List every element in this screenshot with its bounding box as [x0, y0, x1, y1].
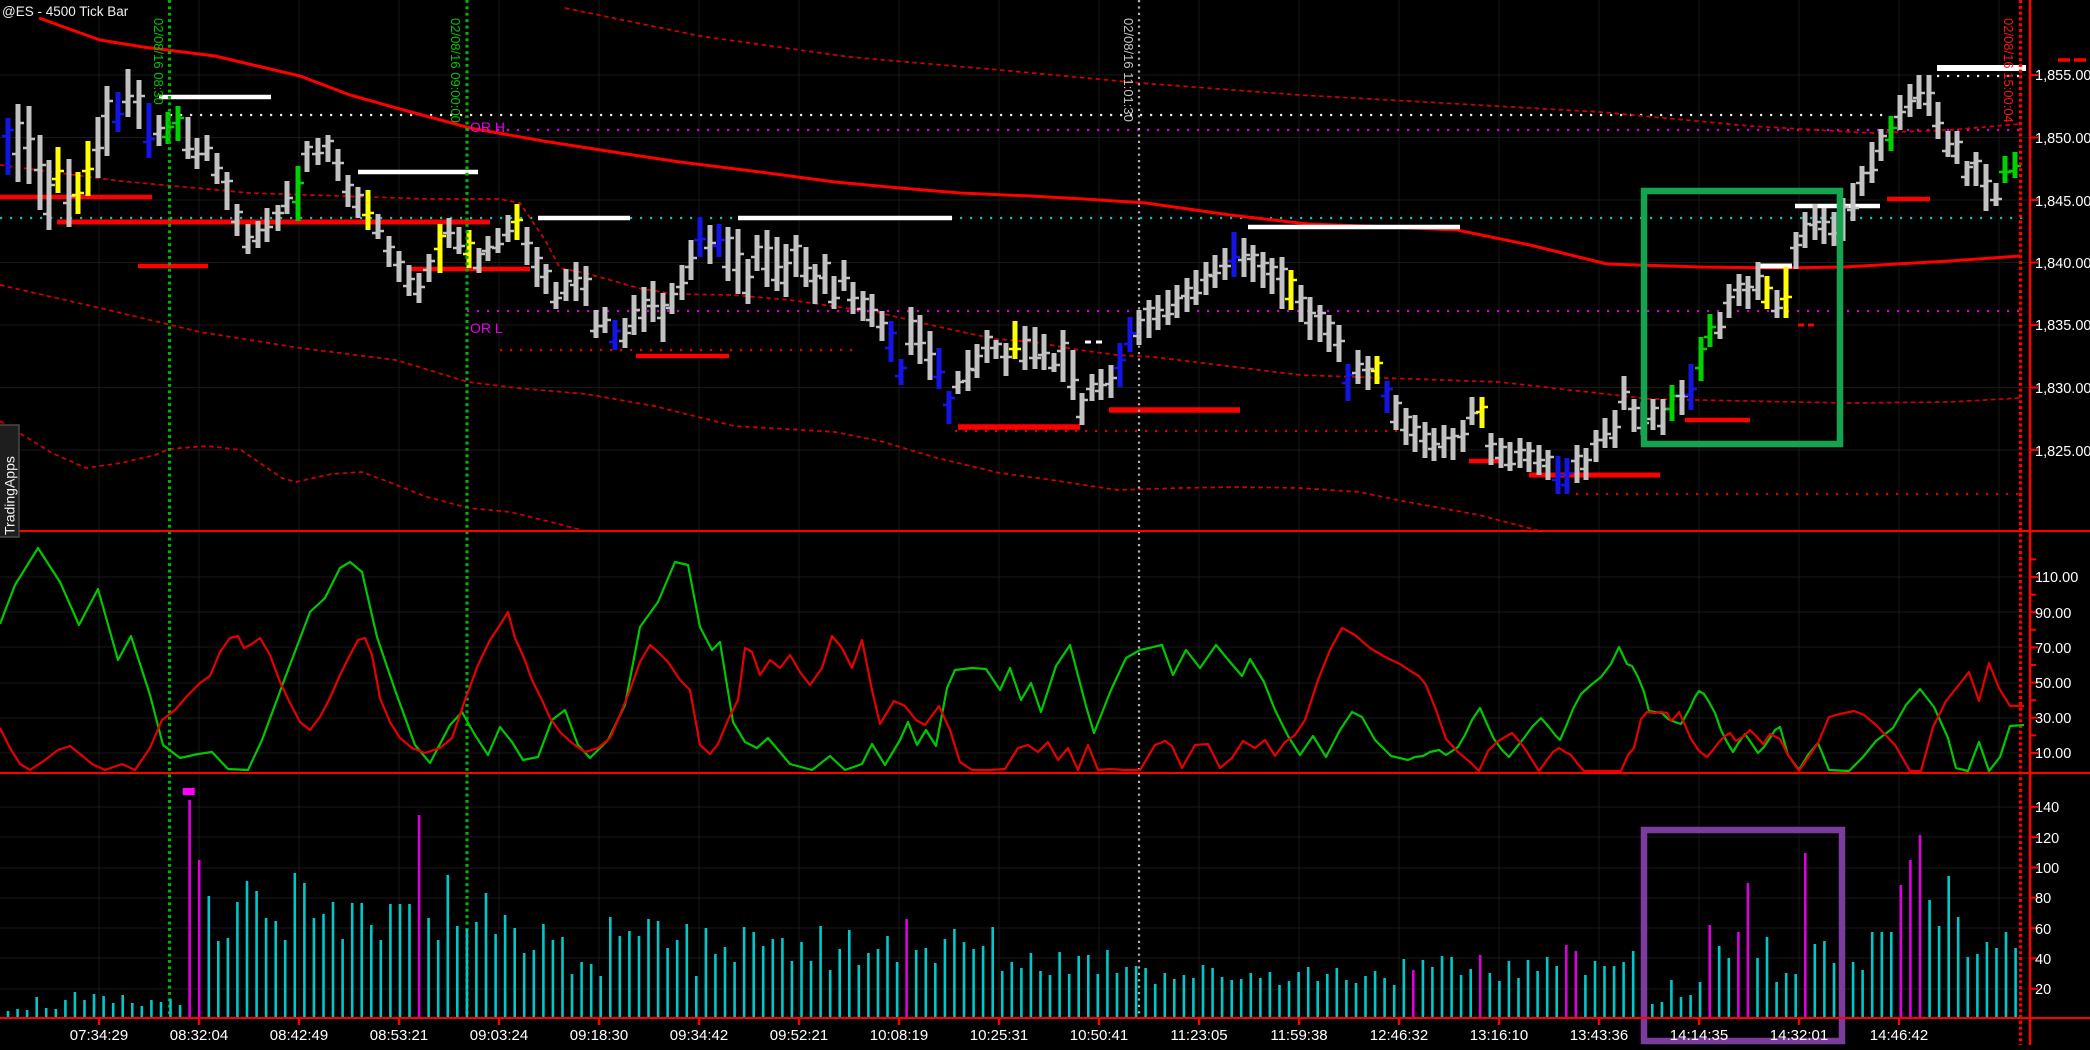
- svg-text:08:42:49: 08:42:49: [270, 1027, 328, 1044]
- svg-text:1,855.00: 1,855.00: [2035, 68, 2090, 84]
- svg-text:10:08:19: 10:08:19: [870, 1027, 928, 1044]
- svg-text:1,825.00: 1,825.00: [2035, 444, 2090, 460]
- svg-text:10.00: 10.00: [2035, 746, 2071, 762]
- svg-text:100: 100: [2035, 861, 2059, 877]
- svg-text:TradingApps: TradingApps: [2, 456, 18, 535]
- svg-text:09:03:24: 09:03:24: [470, 1027, 528, 1044]
- svg-text:14:46:42: 14:46:42: [1870, 1027, 1928, 1044]
- svg-text:1,850.00: 1,850.00: [2035, 131, 2090, 147]
- svg-text:10:50:41: 10:50:41: [1070, 1027, 1128, 1044]
- svg-text:09:34:42: 09:34:42: [670, 1027, 728, 1044]
- svg-text:10:25:31: 10:25:31: [970, 1027, 1028, 1044]
- svg-text:30.00: 30.00: [2035, 711, 2071, 727]
- svg-text:11:23:05: 11:23:05: [1170, 1027, 1227, 1044]
- svg-text:140: 140: [2035, 800, 2059, 816]
- svg-text:12:46:32: 12:46:32: [1370, 1027, 1428, 1044]
- svg-text:40: 40: [2035, 952, 2051, 968]
- svg-text:1,845.00: 1,845.00: [2035, 194, 2090, 210]
- svg-text:13:16:10: 13:16:10: [1470, 1027, 1528, 1044]
- svg-text:08:32:04: 08:32:04: [170, 1027, 228, 1044]
- svg-text:13:43:36: 13:43:36: [1570, 1027, 1628, 1044]
- svg-text:@ES - 4500 Tick Bar: @ES - 4500 Tick Bar: [2, 4, 129, 19]
- svg-text:20: 20: [2035, 982, 2051, 998]
- svg-text:08:53:21: 08:53:21: [370, 1027, 428, 1044]
- svg-text:90.00: 90.00: [2035, 606, 2071, 622]
- svg-text:70.00: 70.00: [2035, 641, 2071, 657]
- svg-text:11:59:38: 11:59:38: [1270, 1027, 1327, 1044]
- svg-text:02/08/16 15:00:04: 02/08/16 15:00:04: [2001, 18, 2016, 123]
- svg-text:07:34:29: 07:34:29: [70, 1027, 128, 1044]
- svg-text:14:32:01: 14:32:01: [1770, 1027, 1828, 1044]
- svg-text:09:52:21: 09:52:21: [770, 1027, 828, 1044]
- svg-text:02/08/16 08:30: 02/08/16 08:30: [151, 18, 166, 105]
- svg-text:OR H: OR H: [470, 119, 505, 135]
- svg-text:09:18:30: 09:18:30: [570, 1027, 628, 1044]
- svg-text:14:14:35: 14:14:35: [1670, 1027, 1728, 1044]
- svg-text:80: 80: [2035, 891, 2051, 907]
- svg-text:50.00: 50.00: [2035, 676, 2071, 692]
- svg-text:1,835.00: 1,835.00: [2035, 318, 2090, 334]
- svg-text:110.00: 110.00: [2035, 570, 2078, 586]
- svg-text:02/08/16 11:01:30: 02/08/16 11:01:30: [1121, 18, 1136, 122]
- svg-text:60: 60: [2035, 922, 2051, 938]
- svg-text:1,840.00: 1,840.00: [2035, 256, 2090, 272]
- svg-text:02/08/16 09:00:00: 02/08/16 09:00:00: [448, 18, 463, 123]
- svg-text:120: 120: [2035, 831, 2059, 847]
- svg-text:OR L: OR L: [470, 320, 503, 336]
- svg-text:1,830.00: 1,830.00: [2035, 381, 2090, 397]
